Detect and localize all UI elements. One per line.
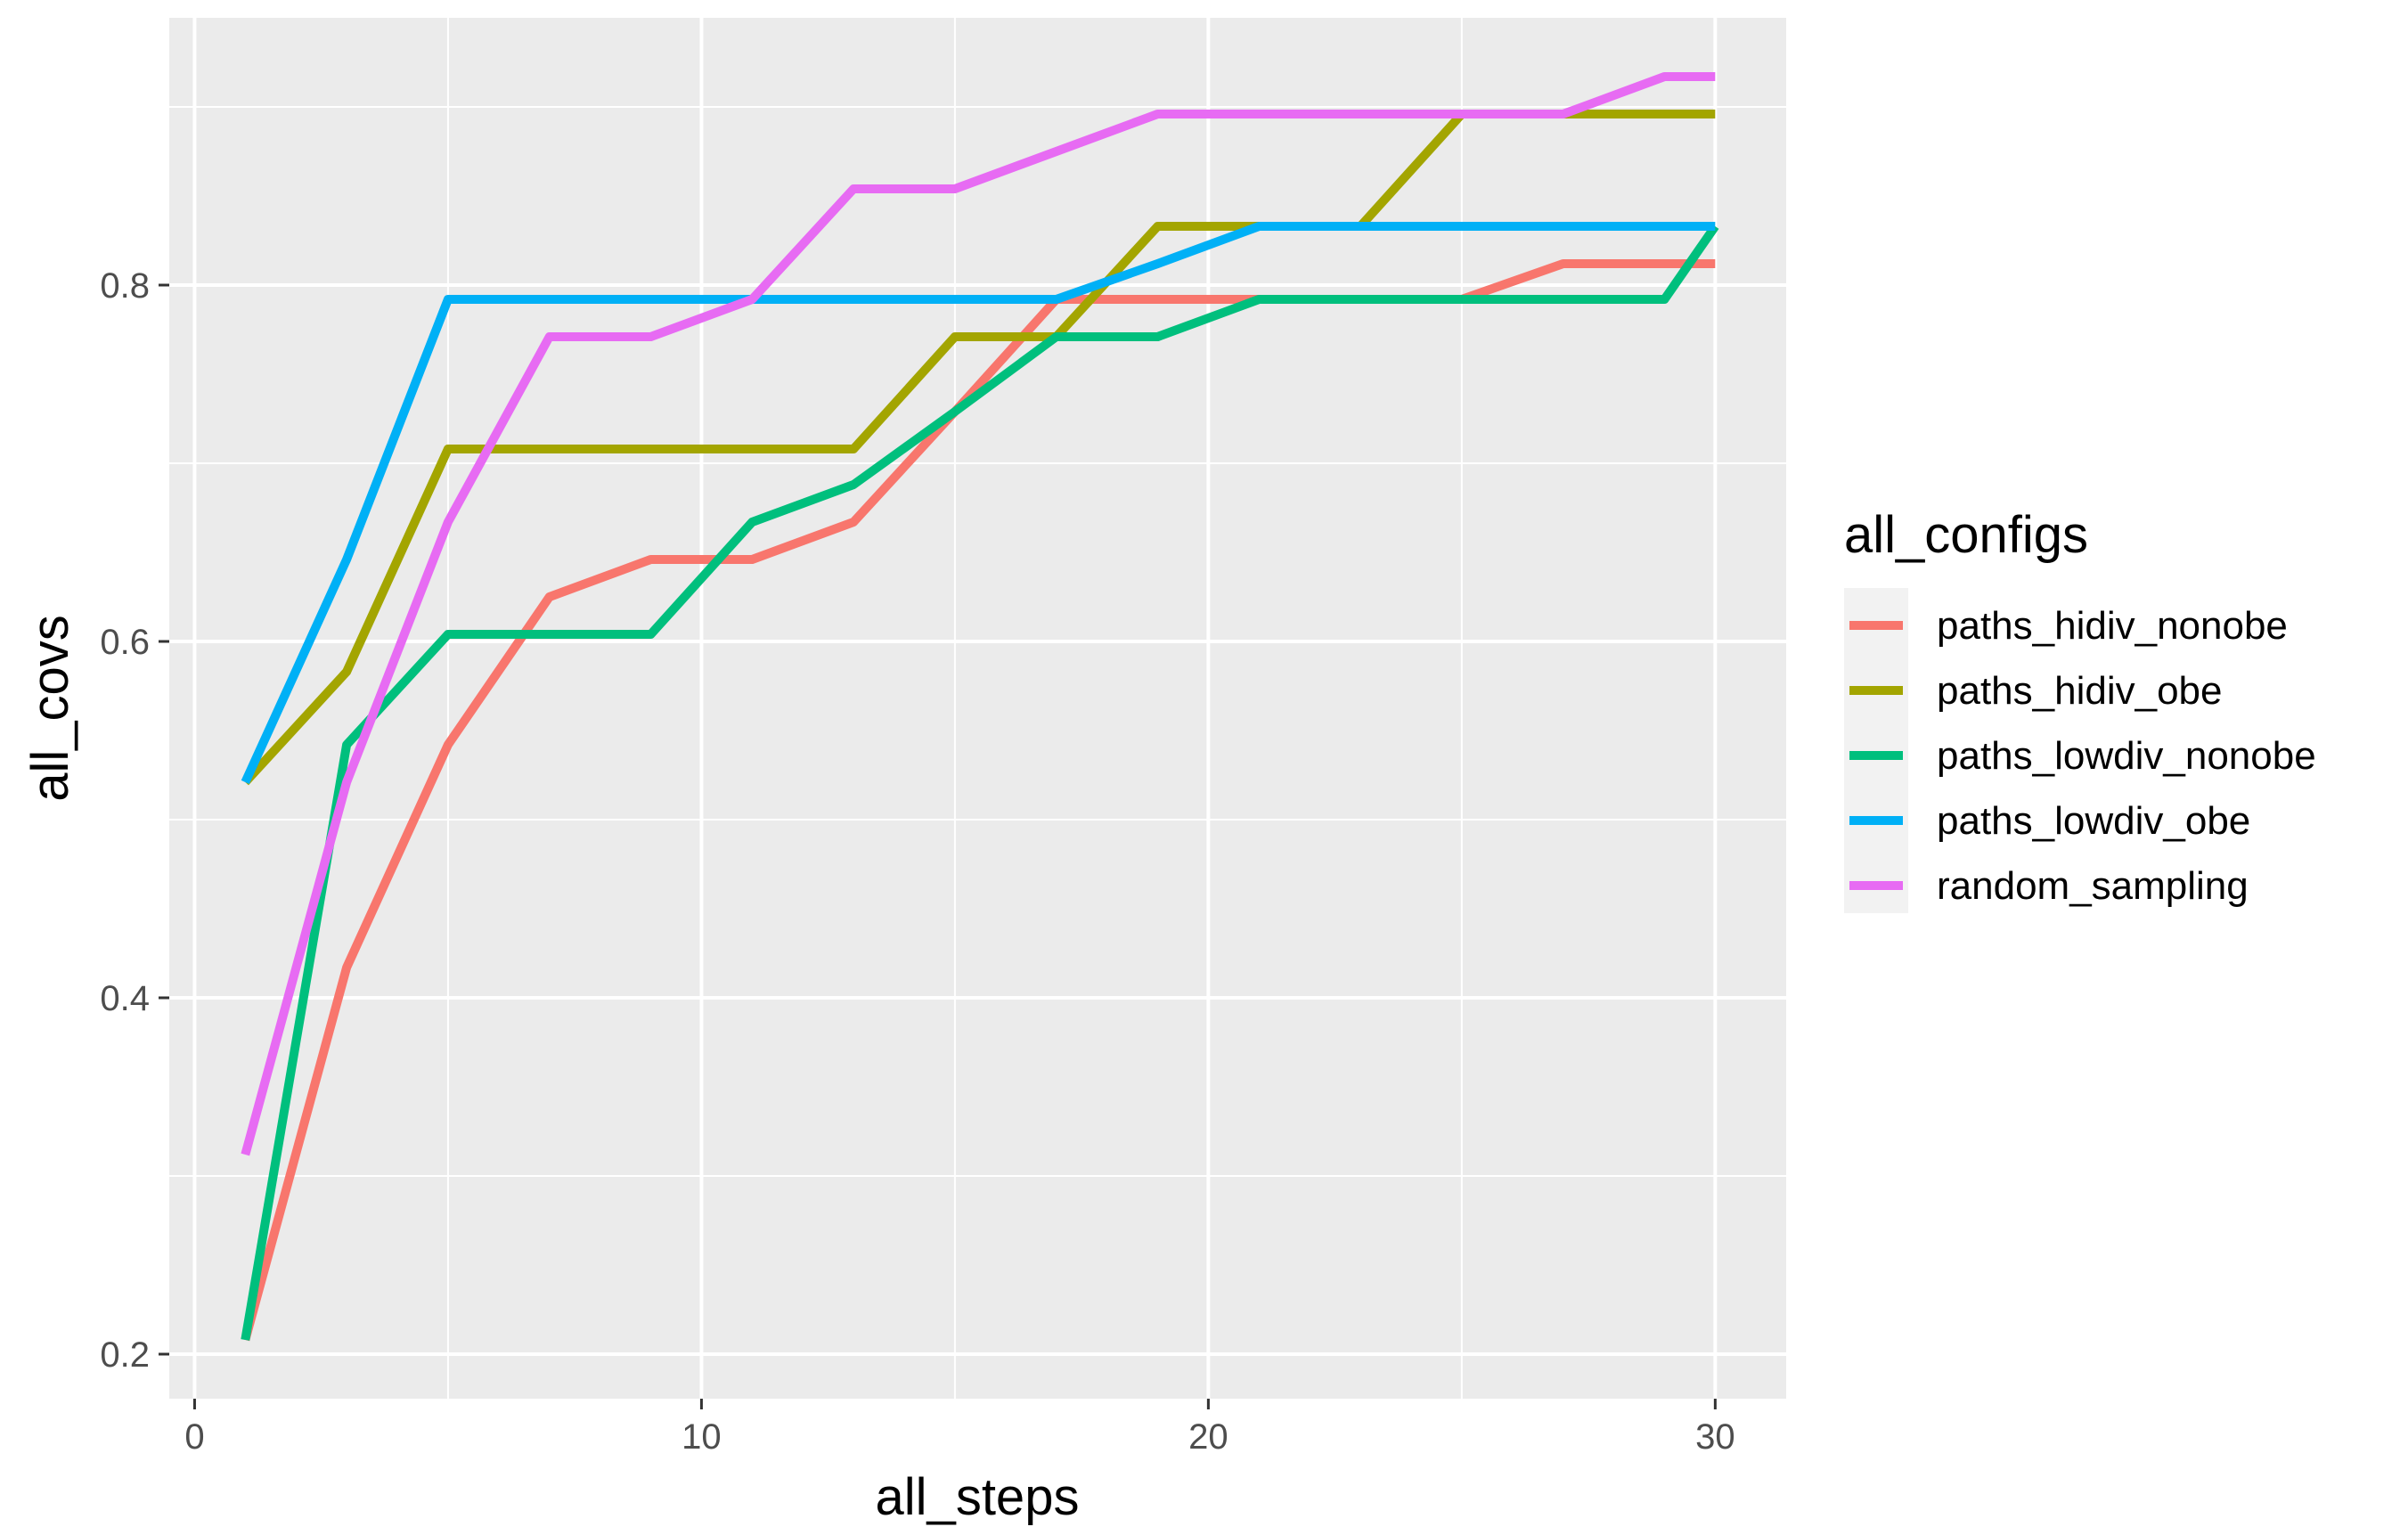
series-line-paths_lowdiv_obe [241, 222, 1716, 785]
x-tick-label: 30 [1695, 1417, 1735, 1457]
legend-label-paths_hidiv_obe: paths_hidiv_obe [1937, 669, 2222, 713]
x-tick-label: 10 [682, 1417, 722, 1457]
x-tick-label: 20 [1188, 1417, 1228, 1457]
y-axis-title: all_covs [21, 615, 79, 802]
series-lines [241, 72, 1719, 1342]
axes: 0 10 20 30 0.2 0.4 0.6 0.8 [100, 266, 1735, 1457]
legend-items: paths_hidiv_nonobe paths_hidiv_obe paths_l… [1849, 604, 2316, 908]
grid-lines [169, 18, 1786, 1399]
y-tick-label: 0.4 [100, 979, 150, 1018]
legend: all_configs paths_hidiv_nonobepaths_hidi… [1844, 506, 2316, 913]
series-line-paths_hidiv_nonobe [241, 259, 1716, 1342]
series-line-random_sampling [241, 72, 1716, 1156]
x-tick-label: 0 [184, 1417, 204, 1457]
legend-title: all_configs [1844, 506, 2088, 564]
legend-keys-background [1844, 588, 1908, 913]
series-line-paths_lowdiv_nonobe [241, 224, 1719, 1341]
legend-label-paths_lowdiv_obe: paths_lowdiv_obe [1937, 799, 2250, 843]
legend-label-paths_lowdiv_nonobe: paths_lowdiv_nonobe [1937, 734, 2316, 778]
y-tick-label: 0.2 [100, 1335, 150, 1375]
legend-label-paths_hidiv_nonobe: paths_hidiv_nonobe [1937, 604, 2288, 648]
plot-panel [169, 18, 1786, 1399]
y-tick-label: 0.6 [100, 623, 150, 662]
x-axis-title: all_steps [876, 1468, 1080, 1526]
legend-label-random_sampling: random_sampling [1937, 864, 2249, 908]
y-tick-label: 0.8 [100, 266, 150, 306]
